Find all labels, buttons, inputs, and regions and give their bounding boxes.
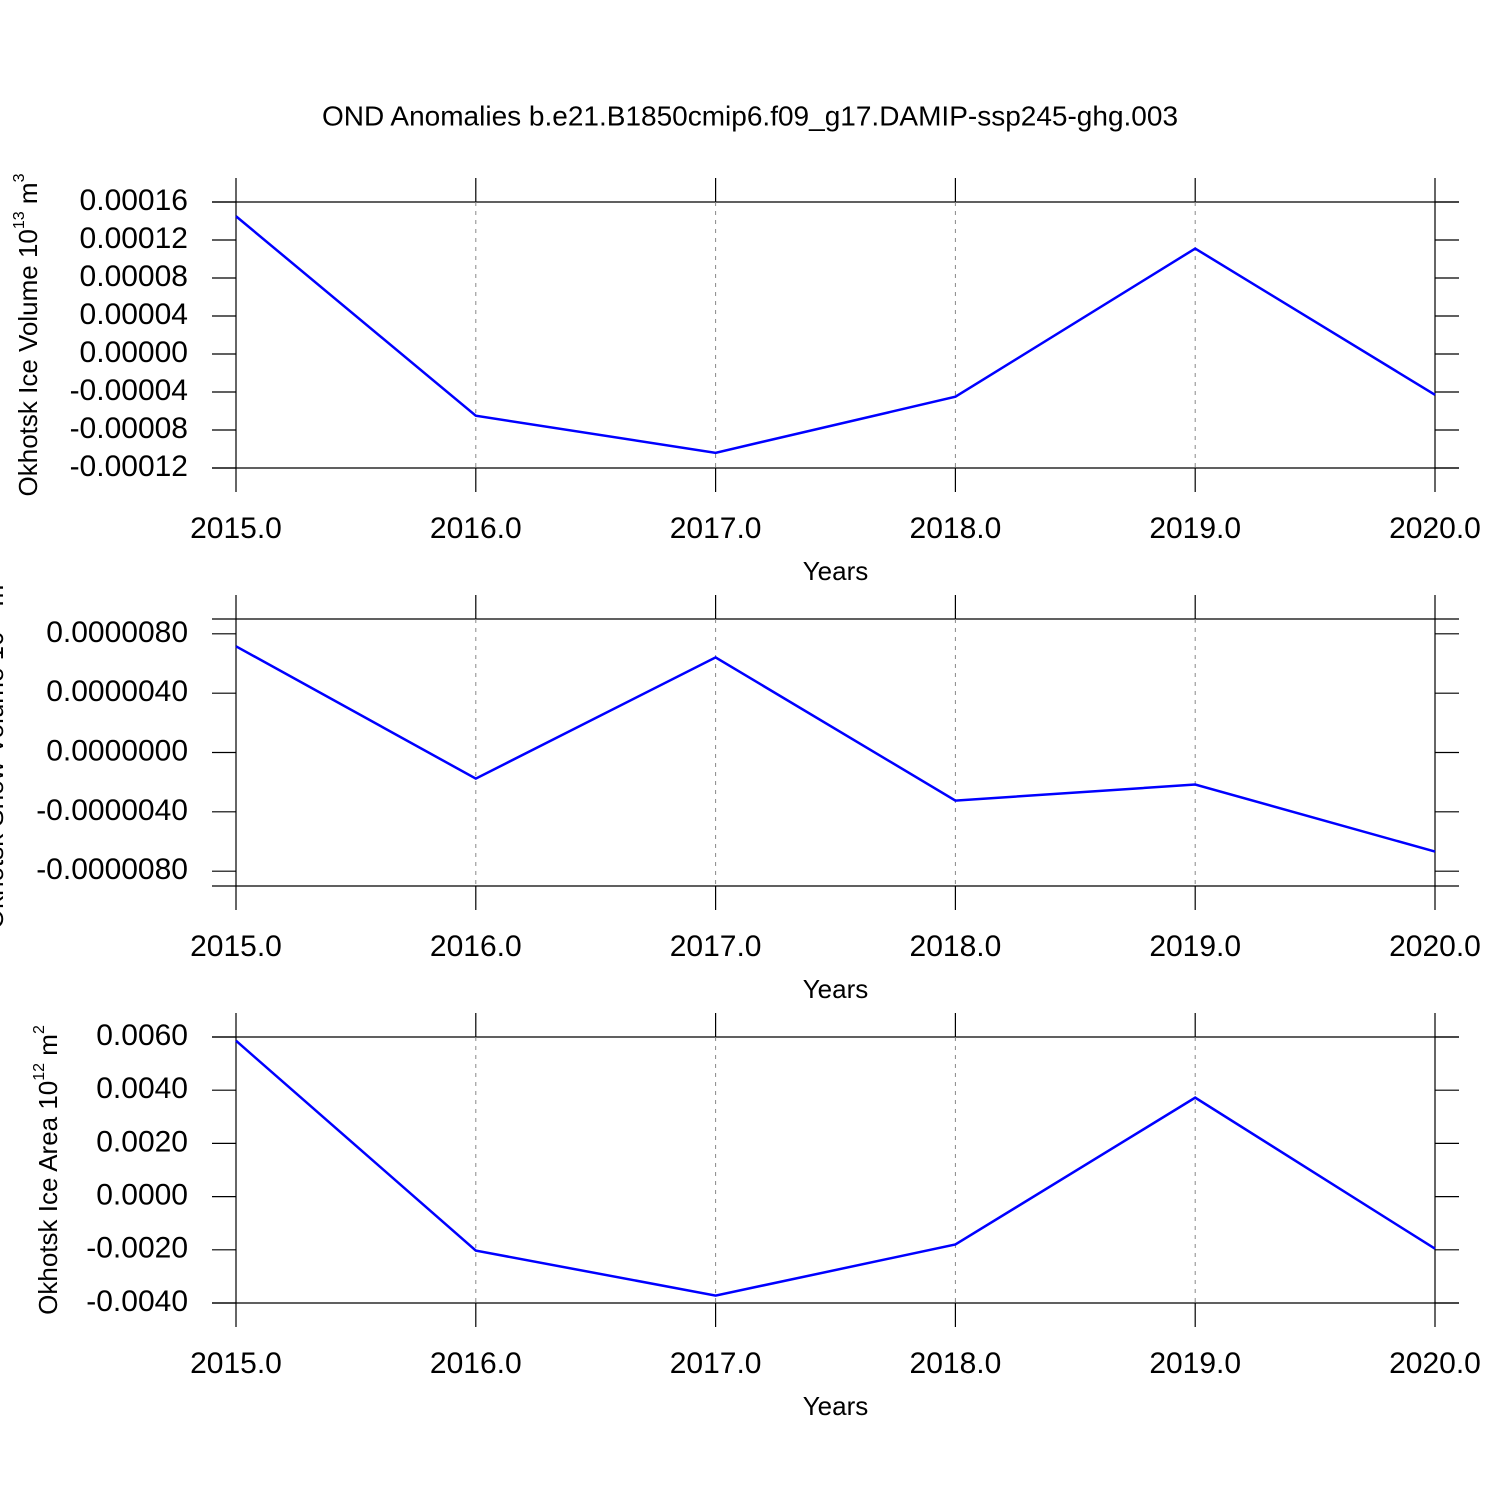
x-tick-label: 2019.0 (1149, 512, 1241, 545)
panel: 0.00016 0.00012 0.00008 0.00004 0.00000 -0.00… (11, 173, 1481, 585)
y-axis-label: Okhotsk Ice Volume 1013 m3 (11, 173, 43, 496)
y-tick-label: 0.0040 (96, 1072, 188, 1105)
y-tick-label: 0.0000 (96, 1179, 188, 1212)
y-tick-label: -0.0040 (86, 1285, 188, 1318)
y-tick-label: -0.0020 (86, 1232, 188, 1265)
x-axis-label: Years (803, 556, 869, 586)
y-tick-label: -0.00004 (70, 374, 188, 407)
y-tick-label: 0.0000000 (46, 734, 188, 767)
y-axis-label-unit: m (33, 1034, 63, 1063)
figure-title: OND Anomalies b.e21.B1850cmip6.f09_g17.D… (322, 100, 1178, 131)
data-line (235, 1039, 1436, 1297)
y-tick-label: 0.0020 (96, 1125, 188, 1158)
y-tick-label: -0.0000080 (36, 853, 188, 886)
y-axis-label: Okhotsk Ice Area 1012 m2 (31, 1025, 63, 1315)
data-line (235, 645, 1436, 853)
y-axis-label-unit-exponent: 2 (31, 1025, 48, 1034)
y-tick-label: 0.00004 (80, 298, 188, 331)
x-axis-label: Years (803, 1391, 869, 1421)
y-axis-label-exponent: 12 (31, 1063, 48, 1081)
data-line (235, 215, 1436, 455)
y-axis-label-unit: m (0, 585, 9, 614)
y-tick-label: 0.0000080 (46, 616, 188, 649)
x-tick-label: 2015.0 (190, 512, 282, 545)
x-tick-label: 2020.0 (1389, 512, 1481, 545)
y-axis-label-unit: m (13, 182, 43, 211)
x-tick-label: 2019.0 (1149, 1347, 1241, 1380)
x-axis-label: Years (803, 974, 869, 1004)
y-tick-label: 0.0060 (96, 1019, 188, 1052)
y-tick-label: 0.0000040 (46, 675, 188, 708)
y-tick-label: -0.00008 (70, 412, 188, 445)
y-tick-label: 0.00012 (80, 222, 188, 255)
y-axis-label: Okhotsk Snow Volume 1013 m3 (0, 576, 9, 929)
y-axis-label-text: Okhotsk Ice Volume 10 (13, 229, 43, 496)
x-tick-label: 2016.0 (430, 930, 522, 963)
panel: 0.0000080 0.0000040 0.0000000 -0.0000040 -0.… (0, 576, 1481, 1004)
x-tick-label: 2020.0 (1389, 1347, 1481, 1380)
y-axis-label-unit-exponent: 3 (11, 173, 28, 182)
y-tick-label: -0.00012 (70, 450, 188, 483)
x-tick-label: 2015.0 (190, 930, 282, 963)
x-tick-label: 2020.0 (1389, 930, 1481, 963)
x-tick-label: 2016.0 (430, 512, 522, 545)
x-tick-label: 2019.0 (1149, 930, 1241, 963)
x-tick-label: 2017.0 (670, 930, 762, 963)
y-tick-label: 0.00008 (80, 260, 188, 293)
x-tick-label: 2017.0 (670, 1347, 762, 1380)
x-tick-label: 2016.0 (430, 1347, 522, 1380)
y-axis-label-text: Okhotsk Snow Volume 10 (0, 631, 9, 929)
x-tick-label: 2017.0 (670, 512, 762, 545)
y-tick-label: 0.00000 (80, 336, 188, 369)
y-tick-label: 0.00016 (80, 184, 188, 217)
y-axis-label-exponent: 13 (11, 211, 28, 229)
panel: 0.00600.00400.00200.0000-0.0020-0.004020… (31, 1013, 1481, 1421)
y-axis-label-text: Okhotsk Ice Area 10 (33, 1081, 63, 1315)
x-tick-label: 2018.0 (910, 512, 1002, 545)
x-tick-label: 2015.0 (190, 1347, 282, 1380)
x-tick-label: 2018.0 (910, 1347, 1002, 1380)
x-tick-label: 2018.0 (910, 930, 1002, 963)
y-tick-label: -0.0000040 (36, 794, 188, 827)
